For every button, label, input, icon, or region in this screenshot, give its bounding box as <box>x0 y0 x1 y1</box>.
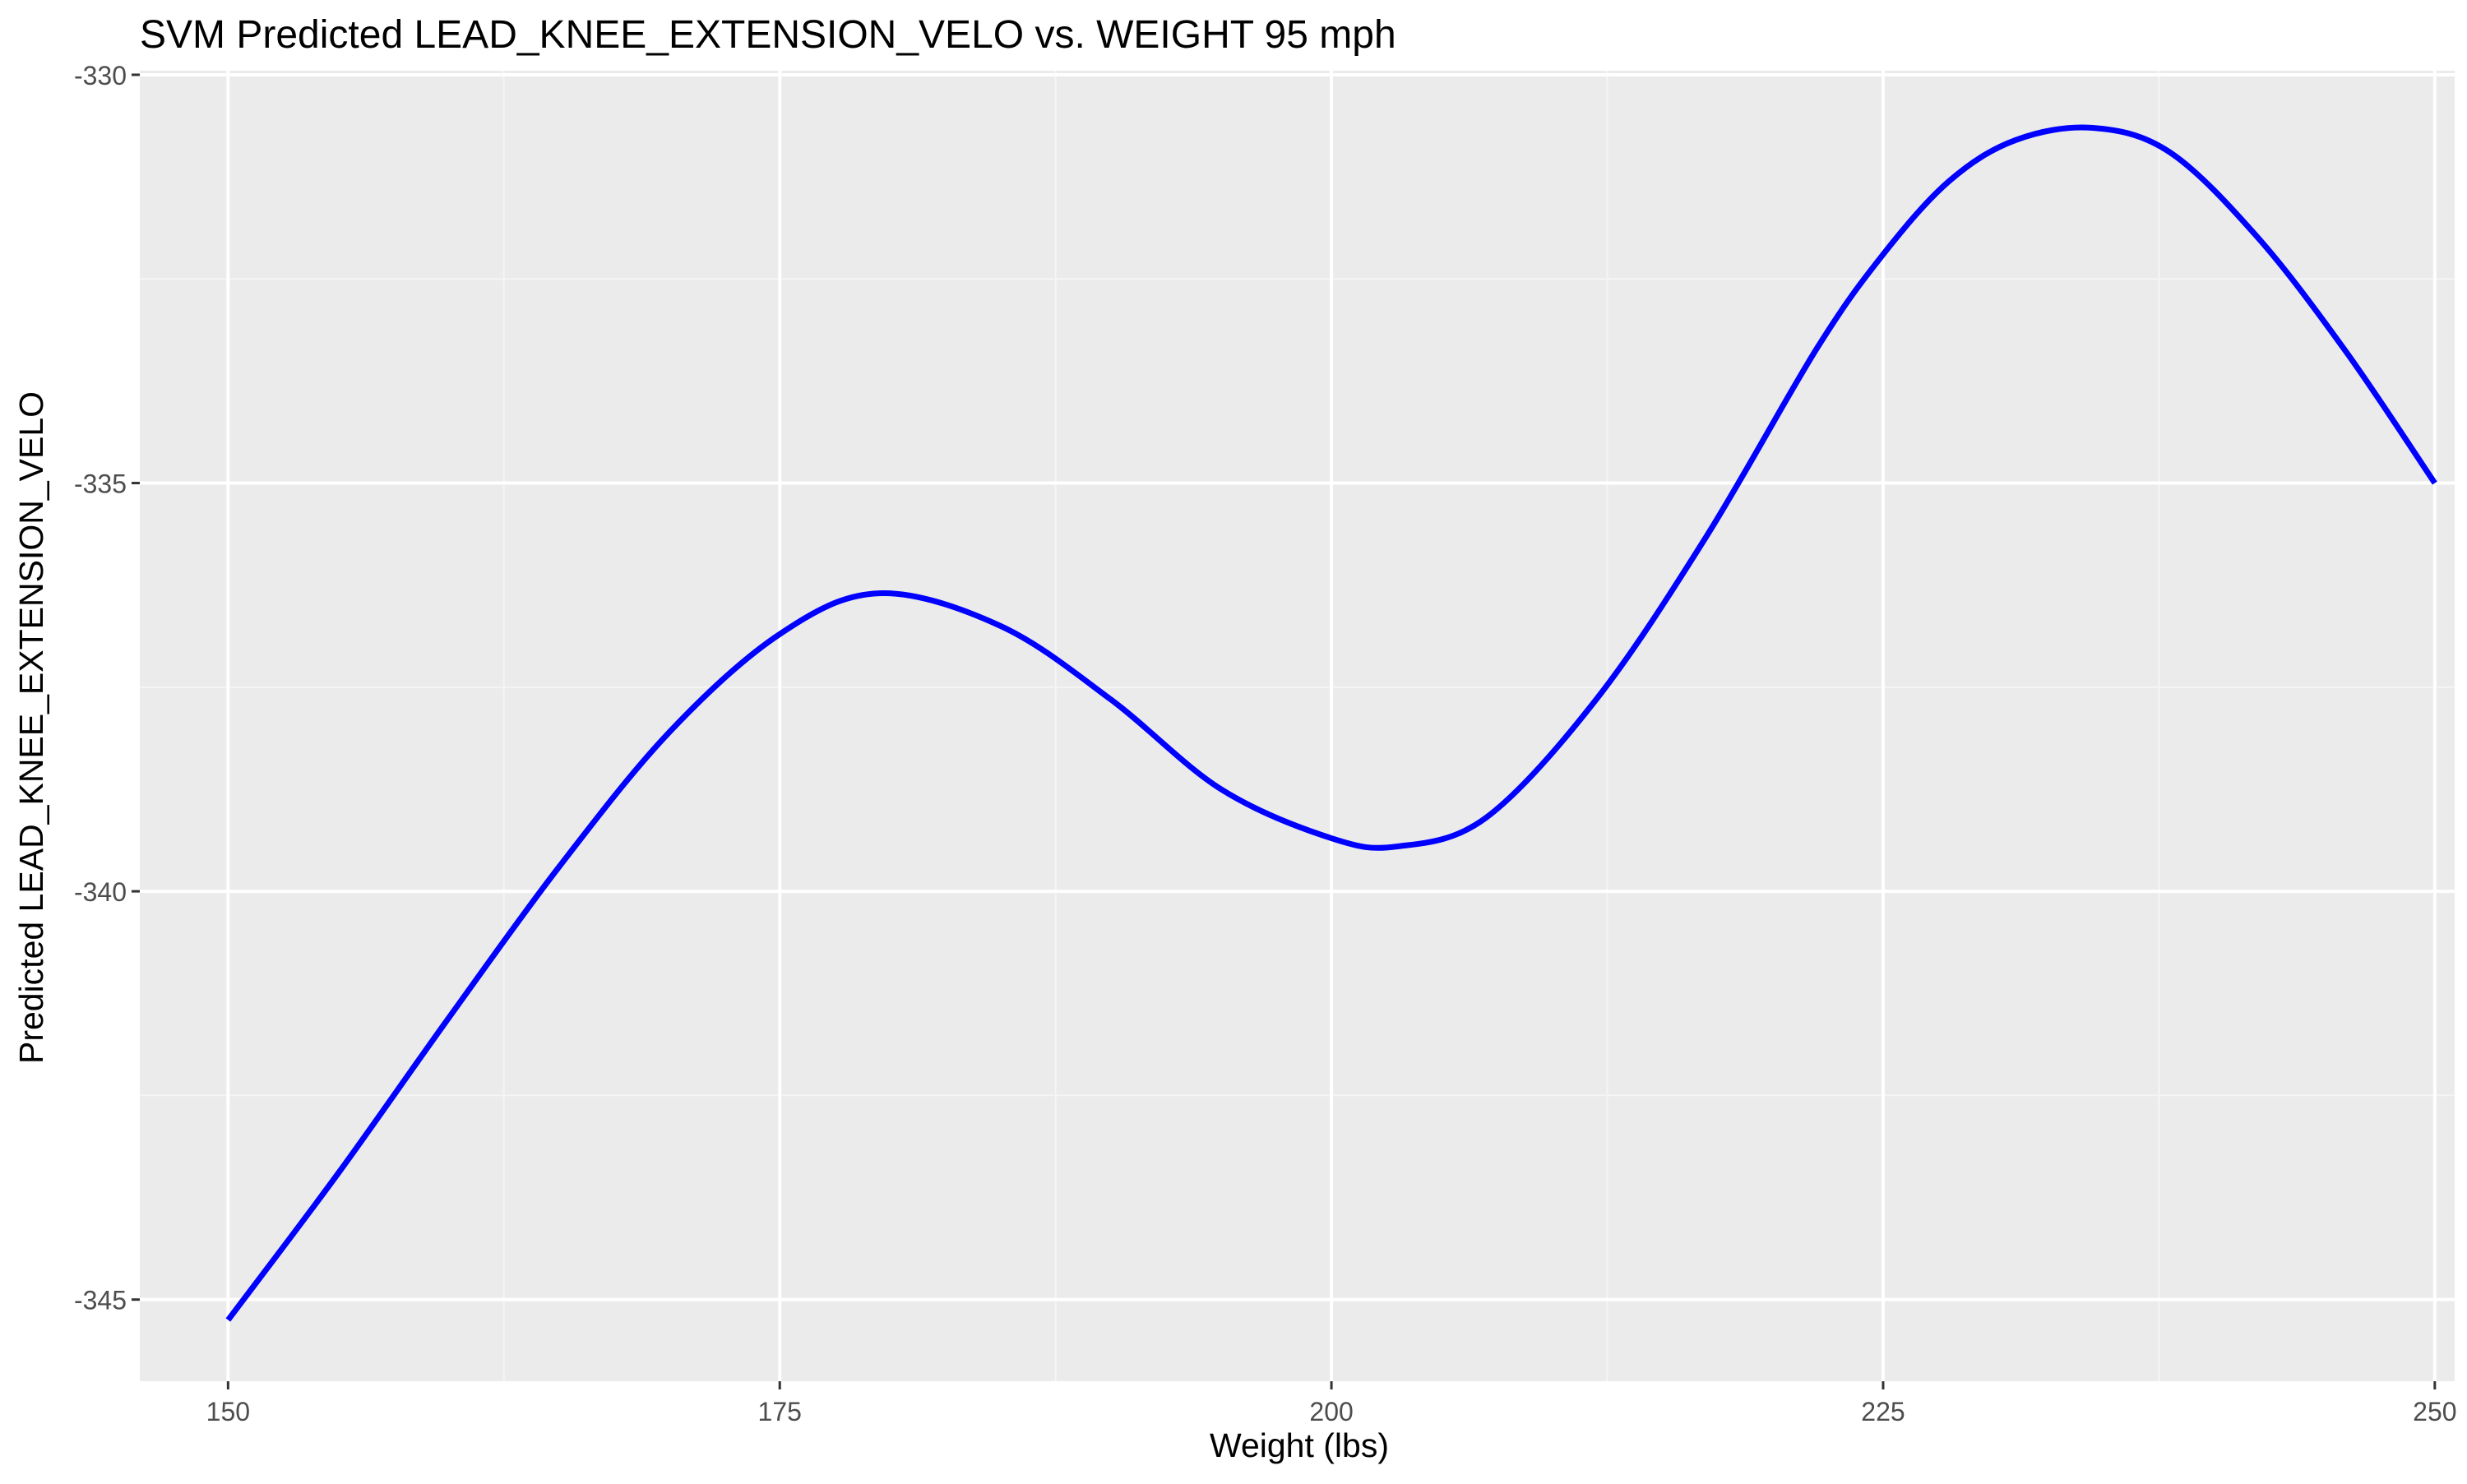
x-tick-label: 175 <box>758 1397 802 1426</box>
x-tick-label: 200 <box>1309 1397 1353 1426</box>
series-layer <box>225 124 2437 1322</box>
major-gridlines <box>140 71 2455 1381</box>
x-axis-title: Weight (lbs) <box>1210 1426 1389 1464</box>
x-tick-label: 225 <box>1861 1397 1905 1426</box>
x-axis: 150 175 200 225 250 <box>206 1381 2457 1426</box>
y-axis: -330 -335 -340 -345 <box>74 61 140 1315</box>
plot-panel <box>140 71 2455 1381</box>
x-tick-label: 250 <box>2413 1397 2456 1426</box>
chart-title: SVM Predicted LEAD_KNEE_EXTENSION_VELO v… <box>140 13 1396 57</box>
y-tick-label: -330 <box>74 61 127 90</box>
series-line <box>225 124 2437 1322</box>
y-tick-label: -345 <box>74 1286 127 1315</box>
y-axis-title: Predicted LEAD_KNEE_EXTENSION_VELO <box>12 391 50 1064</box>
minor-gridlines <box>140 71 2455 1381</box>
y-tick-label: -335 <box>74 469 127 499</box>
x-tick-label: 150 <box>206 1397 250 1426</box>
y-tick-label: -340 <box>74 877 127 907</box>
